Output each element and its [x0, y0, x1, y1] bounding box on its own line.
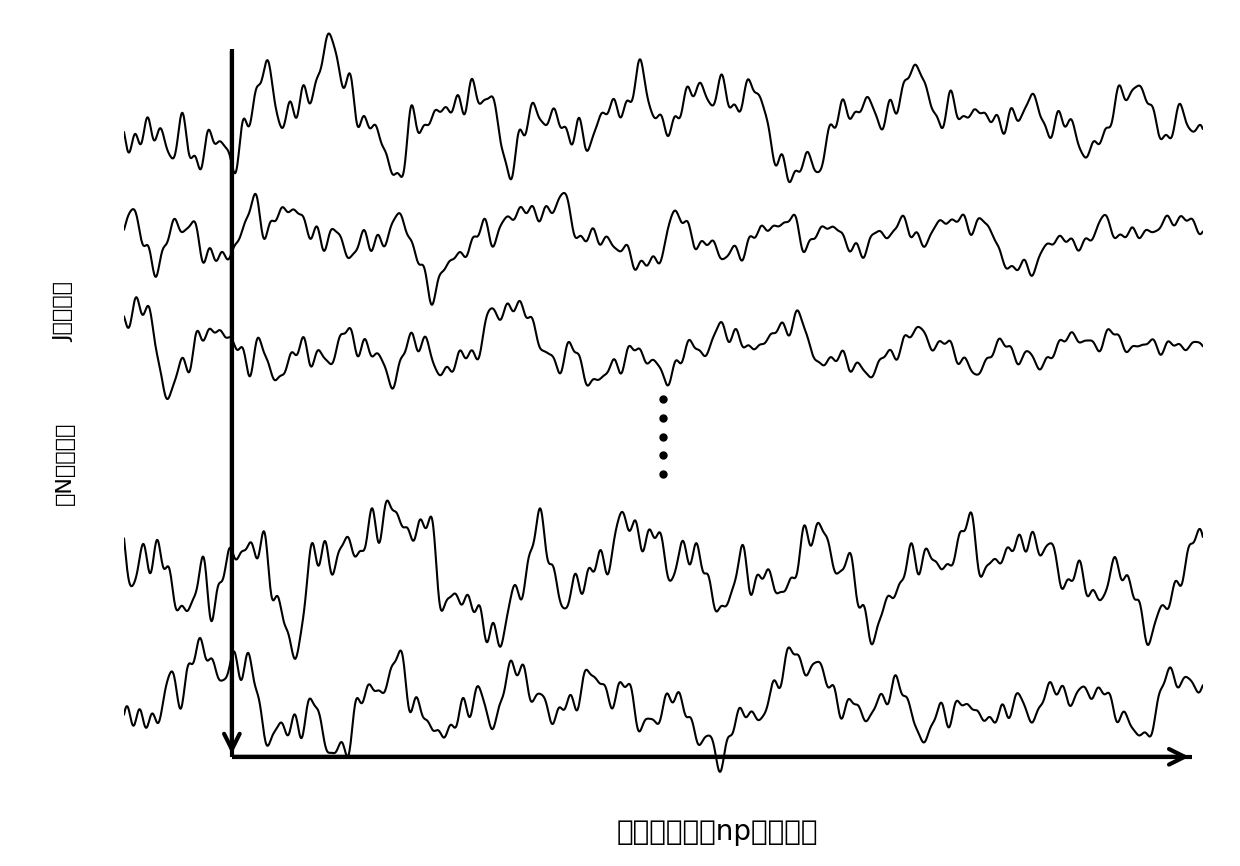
Text: J耦合常数: J耦合常数	[55, 282, 74, 342]
Text: （N次采样）: （N次采样）	[55, 421, 74, 505]
Text: 纯化学位移（np数据点）: 纯化学位移（np数据点）	[616, 818, 818, 846]
